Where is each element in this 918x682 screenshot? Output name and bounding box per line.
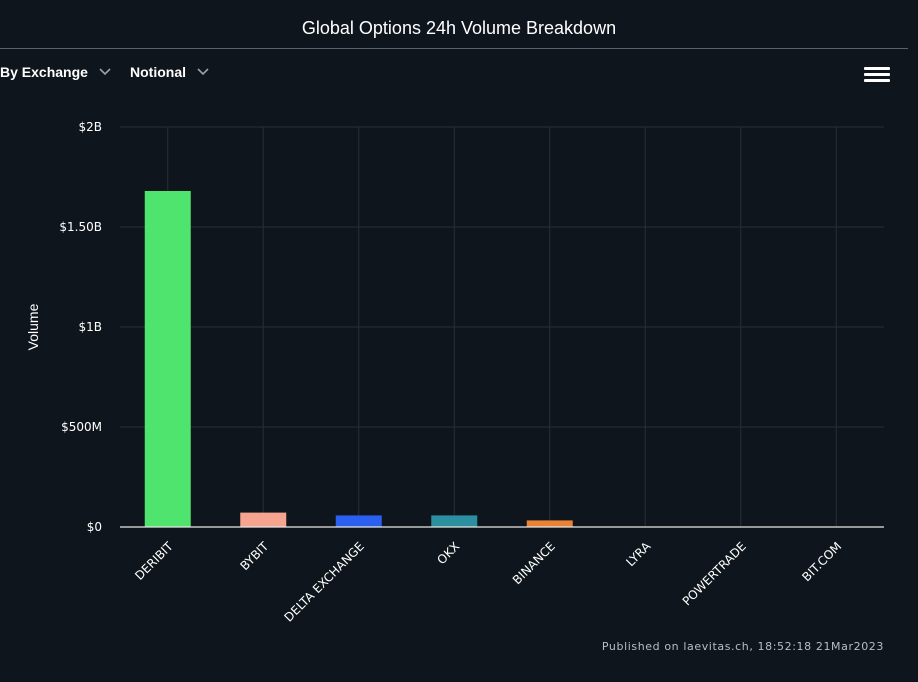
y-tick-label: $500M — [61, 420, 102, 434]
group-by-dropdown[interactable]: By Exchange — [0, 64, 112, 80]
title-divider — [0, 48, 908, 49]
y-tick-label: $0 — [87, 520, 102, 534]
x-tick-label: OKX — [434, 539, 462, 567]
chart-title: Global Options 24h Volume Breakdown — [301, 18, 617, 38]
y-tick-label: $1.50B — [59, 220, 102, 234]
metric-dropdown[interactable]: Notional — [130, 64, 210, 80]
chevron-down-icon — [99, 68, 111, 76]
x-tick-label: BINANCE — [510, 539, 558, 587]
group-by-label: By Exchange — [0, 64, 88, 80]
bar-okx[interactable] — [431, 515, 478, 527]
metric-label: Notional — [130, 64, 186, 80]
grid-lines — [120, 126, 884, 527]
bar-bybit[interactable] — [240, 512, 287, 527]
y-tick-label: $1B — [78, 320, 102, 334]
bar-delta-exchange[interactable] — [335, 515, 382, 527]
x-tick-label: DERIBIT — [132, 539, 176, 583]
x-tick-label: LYRA — [623, 539, 654, 570]
y-axis-label: Volume — [25, 303, 41, 350]
bar-deribit[interactable] — [144, 191, 191, 527]
x-tick-label: BYBIT — [237, 539, 271, 573]
bars — [144, 191, 860, 527]
hamburger-menu-icon[interactable] — [864, 64, 890, 86]
bar-binance[interactable] — [526, 520, 573, 527]
x-tick-label: DELTA EXCHANGE — [282, 539, 367, 624]
y-tick-label: $2B — [78, 120, 102, 134]
x-tick-label: POWERTRADE — [680, 539, 749, 608]
x-tick-label: BIT.COM — [799, 539, 844, 584]
chevron-down-icon — [197, 68, 209, 76]
published-footer: Published on laevitas.ch, 18:52:18 21Mar… — [601, 640, 884, 653]
